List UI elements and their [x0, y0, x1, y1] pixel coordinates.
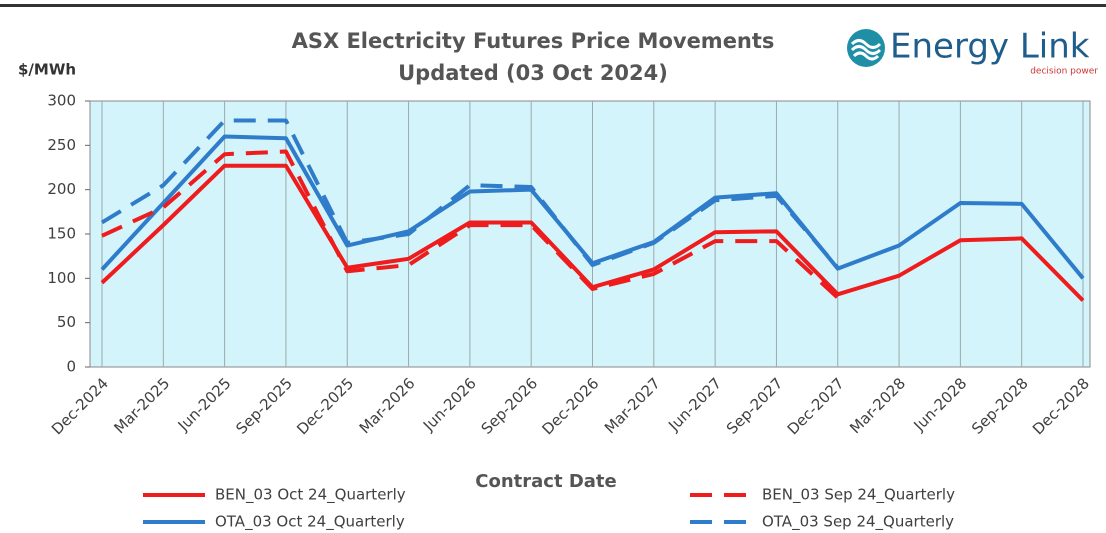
plot-area	[89, 100, 1091, 368]
top-border	[0, 4, 1106, 7]
y-axis-label: $/MWh	[18, 61, 76, 79]
logo-tagline: decision power	[1030, 67, 1098, 77]
x-tick-label: Jun-2028	[910, 374, 971, 435]
x-tick-label: Sep-2026	[478, 374, 542, 438]
y-tick-label: 250	[47, 136, 76, 154]
y-tick-label: 50	[57, 313, 76, 331]
x-tick-label: Mar-2025	[110, 374, 173, 437]
y-tick-label: 150	[47, 225, 76, 243]
chart-title: ASX Electricity Futures Price Movements	[292, 29, 775, 53]
x-tick-label: Sep-2027	[723, 374, 787, 438]
x-tick-label: Dec-2025	[293, 374, 357, 438]
x-tick-label: Mar-2026	[356, 374, 419, 437]
legend-label: OTA_03 Sep 24_Quarterly	[762, 513, 954, 532]
logo: Energy Link decision power	[847, 27, 1098, 77]
x-tick-label: Mar-2028	[846, 374, 909, 437]
x-tick-label: Jun-2027	[664, 374, 725, 435]
y-tick-label: 100	[47, 269, 76, 287]
y-tick-label: 0	[66, 358, 76, 376]
x-tick-label: Jun-2025	[174, 374, 235, 435]
x-tick-label: Sep-2025	[232, 374, 296, 438]
x-tick-label: Dec-2026	[538, 374, 602, 438]
x-axis-label: Contract Date	[475, 471, 616, 492]
y-tick-label: 300	[47, 92, 76, 110]
logo-name: Energy Link	[890, 27, 1090, 67]
x-tick-label: Dec-2027	[784, 374, 848, 438]
x-tick-label: Dec-2024	[48, 374, 112, 438]
x-tick-label: Mar-2027	[601, 374, 664, 437]
x-tick-label: Sep-2028	[968, 374, 1032, 438]
y-tick-label: 200	[47, 180, 76, 198]
x-tick-label: Dec-2028	[1029, 374, 1093, 438]
x-tick-label: Jun-2026	[419, 374, 480, 435]
legend-label: BEN_03 Sep 24_Quarterly	[762, 486, 955, 505]
series-line	[101, 149, 840, 300]
logo-waves	[850, 39, 882, 61]
legend-label: BEN_03 Oct 24_Quarterly	[215, 486, 406, 505]
chart-subtitle: Updated (03 Oct 2024)	[398, 61, 668, 85]
series-line	[100, 118, 840, 269]
legend-label: OTA_03 Oct 24_Quarterly	[215, 513, 405, 532]
